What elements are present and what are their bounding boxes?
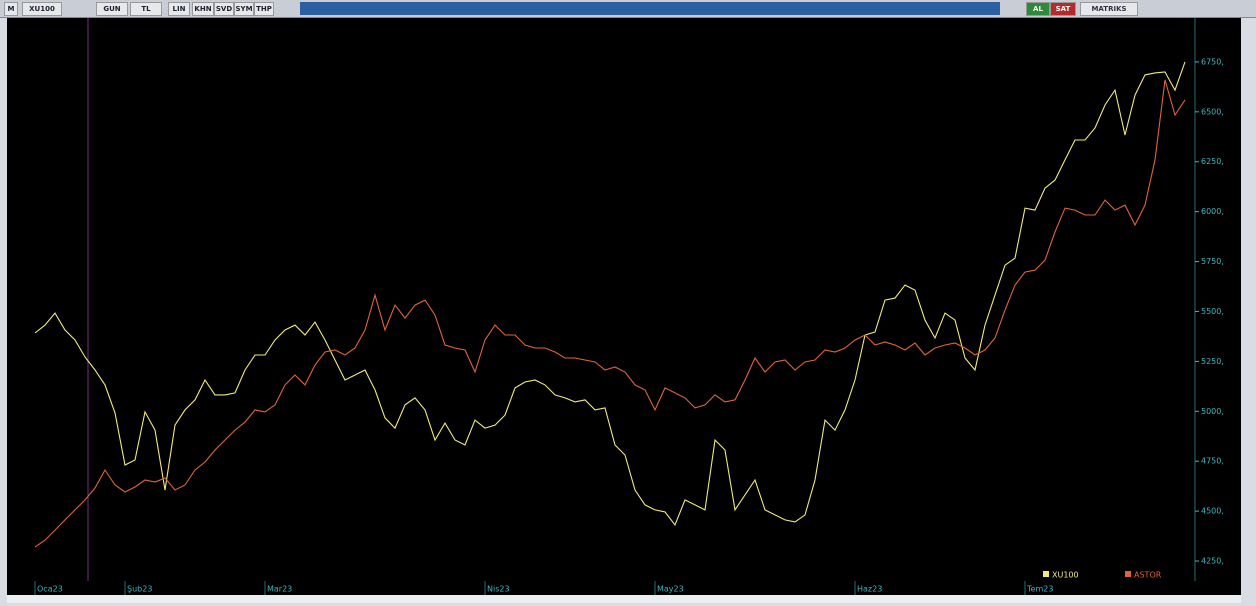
button[interactable]: SYM <box>234 2 254 16</box>
y-tick-label: 5000, <box>1201 407 1224 416</box>
y-tick-label: 4500, <box>1201 507 1224 516</box>
y-tick-label: 5500, <box>1201 307 1224 316</box>
scrollbar[interactable] <box>7 595 1241 603</box>
button[interactable]: TL <box>130 2 162 16</box>
y-tick-label: 4750, <box>1201 457 1224 466</box>
legend-label: XU100 <box>1052 571 1079 580</box>
y-tick-label: 4250, <box>1201 557 1224 566</box>
legend-label: ASTOR <box>1134 571 1162 580</box>
sell-button[interactable]: SAT <box>1050 2 1076 16</box>
button[interactable]: M <box>4 2 18 16</box>
chart: 4250, 4500, 4750, 5000, 5250, 5500, 5750, 6000,… <box>7 18 1241 603</box>
x-tick-label: Mar23 <box>267 585 292 594</box>
button[interactable]: GUN <box>96 2 128 16</box>
button[interactable]: THP <box>254 2 274 16</box>
y-tick-label: 6750, <box>1201 57 1224 66</box>
x-tick-label: Şub23 <box>127 585 152 594</box>
y-tick-label: 6000, <box>1201 207 1224 216</box>
x-tick-label: Haz23 <box>857 585 882 594</box>
y-tick-label: 6250, <box>1201 157 1224 166</box>
symbol[interactable]: XU100 <box>22 2 62 16</box>
legend-swatch <box>1043 571 1049 577</box>
button[interactable]: KHN <box>192 2 214 16</box>
button[interactable]: LIN <box>168 2 190 16</box>
x-axis-area <box>7 581 1241 595</box>
series-line <box>34 61 1186 527</box>
series-line <box>34 79 1186 548</box>
buy-button[interactable]: AL <box>1026 2 1050 16</box>
legend-swatch <box>1125 571 1131 577</box>
y-tick-label: 5250, <box>1201 357 1224 366</box>
y-axis-area <box>1195 18 1241 581</box>
x-tick-label: Oca23 <box>37 585 63 594</box>
x-tick-label: Tem23 <box>1026 585 1053 594</box>
y-tick-label: 5750, <box>1201 257 1224 266</box>
brand: MATRIKS <box>1080 2 1138 16</box>
plot-area <box>7 18 1195 581</box>
title-bar <box>300 2 1000 15</box>
button[interactable]: SVD <box>214 2 234 16</box>
x-tick-label: May23 <box>657 585 684 594</box>
y-tick-label: 6500, <box>1201 107 1224 116</box>
toolbar: M XU100 GUN TL LIN KHN SVD SYM THP AL SA… <box>0 0 1256 18</box>
x-tick-label: Nis23 <box>487 585 510 594</box>
